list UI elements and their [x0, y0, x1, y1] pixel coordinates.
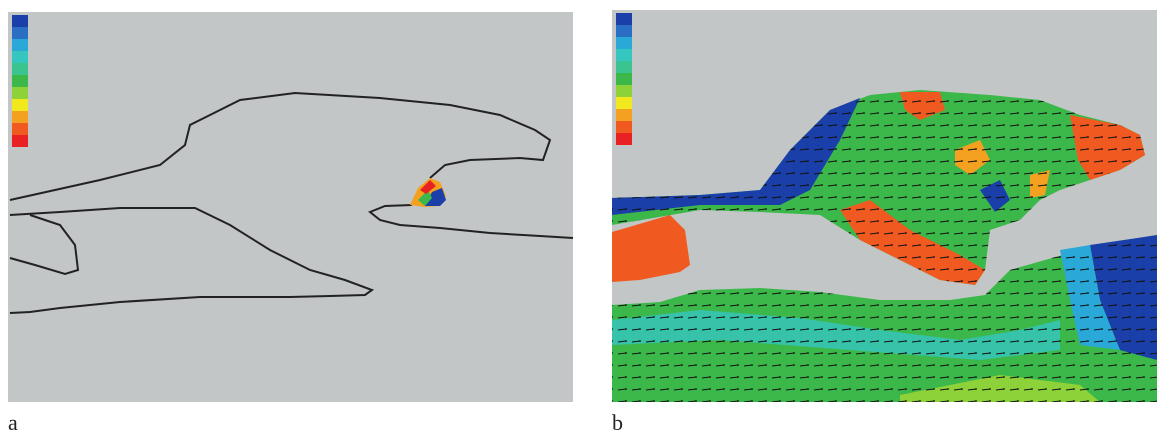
panel-a — [8, 12, 573, 402]
figure-graphics — [0, 0, 1161, 436]
legend-colorbar — [12, 15, 28, 147]
panel-label: a — [8, 410, 18, 436]
panel-label: b — [612, 410, 623, 436]
panel-background — [8, 12, 573, 402]
legend-colorbar — [616, 13, 632, 145]
panel-b — [612, 10, 1157, 402]
figure: a b — [0, 0, 1161, 436]
